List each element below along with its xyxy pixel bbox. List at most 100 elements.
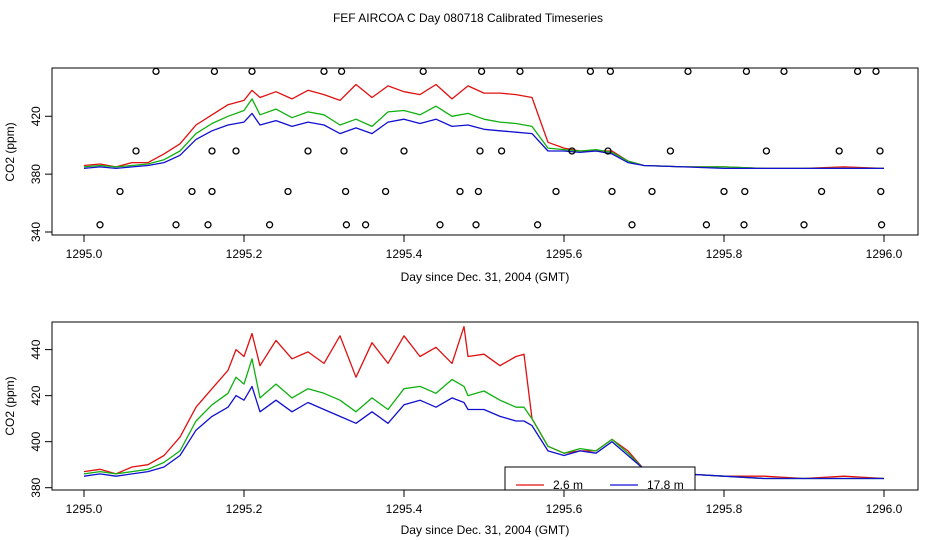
top-marker-point: [568, 147, 576, 155]
top-series-series_2_6m: [83, 83, 885, 170]
top-marker-point: [628, 221, 636, 229]
bottom-y-tick-label: 400: [29, 431, 43, 451]
top-marker-point: [876, 147, 884, 155]
top-marker-point: [96, 221, 104, 229]
bottom-y-axis: 380 400 420 440: [29, 339, 52, 498]
top-x-tick-label: 1295.0: [66, 247, 103, 261]
bottom-y-tick-label: 420: [29, 385, 43, 405]
top-marker-point: [477, 67, 486, 76]
top-x-tick-label: 1295.2: [226, 247, 263, 261]
top-marker-point: [210, 67, 219, 76]
top-marker-point: [132, 147, 140, 155]
top-y-tick-label: 340: [29, 222, 43, 242]
top-y-tick-label: 420: [29, 106, 43, 126]
bottom-x-tick-label: 1295.8: [706, 502, 743, 516]
top-marker-point: [516, 67, 524, 76]
bottom-x-tick-label: 1295.4: [386, 502, 423, 516]
top-marker-point: [208, 147, 216, 155]
legend-label-2-6m: 2.6 m: [553, 478, 583, 492]
top-marker-point: [533, 221, 542, 229]
top-marker-point: [877, 221, 886, 229]
top-y-tick-label: 380: [29, 164, 43, 184]
top-x-tick-label: 1296.0: [866, 247, 903, 261]
top-marker-point: [552, 187, 560, 196]
bottom-plot-frame: [51, 321, 919, 491]
top-marker-point: [320, 67, 328, 76]
top-x-axis: 1295.0 1295.2 1295.4 1295.6 1295.8 1296.0: [66, 235, 903, 261]
top-marker-point: [172, 221, 180, 229]
top-y-axis-label: CO2 (ppm): [3, 122, 17, 181]
bottom-series-series_2_6m: [83, 325, 885, 480]
top-marker-point: [361, 221, 370, 229]
top-y-axis: 340 380 420: [29, 106, 52, 242]
top-marker-point: [877, 187, 885, 196]
bottom-x-tick-label: 1295.6: [546, 502, 583, 516]
top-marker-point: [474, 187, 483, 196]
top-x-axis-label: Day since Dec. 31, 2004 (GMT): [401, 270, 570, 284]
legend-label-17-8m: 17.8 m: [647, 478, 684, 492]
top-marker-point: [341, 187, 350, 196]
top-marker-point: [456, 187, 464, 196]
bottom-series-lines: [83, 325, 885, 480]
top-marker-point: [741, 187, 749, 196]
top-marker-point: [436, 221, 444, 229]
top-panel: 1295.0 1295.2 1295.4 1295.6 1295.8 1296.0 340…: [3, 67, 919, 284]
top-x-tick-label: 1295.6: [546, 247, 583, 261]
bottom-x-tick-label: 1295.2: [226, 502, 263, 516]
top-markers: [96, 67, 886, 229]
top-marker-point: [740, 221, 748, 229]
bottom-y-axis-label: CO2 (ppm): [3, 376, 17, 435]
top-marker-point: [208, 187, 216, 196]
bottom-x-tick-label: 1295.0: [66, 502, 103, 516]
top-marker-point: [586, 67, 595, 76]
bottom-x-tick-label: 1296.0: [866, 502, 903, 516]
top-marker-point: [666, 147, 675, 155]
top-marker-point: [116, 187, 124, 196]
top-marker-point: [304, 147, 312, 155]
top-marker-point: [497, 147, 506, 155]
top-series-series_green: [83, 98, 884, 170]
top-marker-point: [340, 147, 348, 155]
top-marker-point: [606, 67, 615, 76]
top-marker-point: [188, 187, 196, 196]
top-marker-point: [762, 147, 771, 155]
top-x-tick-label: 1295.8: [706, 247, 743, 261]
top-marker-point: [720, 187, 728, 196]
top-series-lines: [83, 83, 885, 170]
top-marker-point: [472, 221, 480, 229]
top-marker-point: [232, 147, 240, 155]
top-marker-point: [476, 147, 484, 155]
top-marker-point: [284, 187, 292, 196]
top-marker-point: [152, 67, 160, 76]
bottom-series-series_green: [83, 358, 884, 480]
top-marker-point: [817, 187, 826, 196]
top-marker-point: [853, 67, 862, 76]
top-marker-point: [381, 187, 390, 196]
top-marker-point: [835, 147, 843, 155]
top-marker-point: [342, 221, 351, 229]
top-marker-point: [265, 221, 274, 229]
top-marker-point: [742, 67, 751, 76]
top-marker-point: [337, 67, 346, 76]
bottom-x-axis: 1295.0 1295.2 1295.4 1295.6 1295.8 1296.0: [66, 490, 903, 516]
top-x-tick-label: 1295.4: [386, 247, 423, 261]
bottom-panel: 1295.0 1295.2 1295.4 1295.6 1295.8 1296.0 380…: [3, 321, 919, 537]
top-series-series_17_8m: [83, 112, 884, 170]
bottom-series-series_17_8m: [83, 385, 884, 480]
top-marker-point: [400, 147, 408, 155]
figure-title: FEF AIRCOA C Day 080718 Calibrated Times…: [333, 11, 603, 25]
top-marker-point: [800, 221, 808, 229]
top-plot-frame: [51, 67, 919, 236]
top-marker-point: [872, 67, 880, 76]
top-marker-point: [419, 67, 427, 76]
legend: 2.6 m 17.8 m: [504, 466, 696, 492]
bottom-y-tick-label: 380: [29, 477, 43, 497]
top-marker-point: [702, 221, 711, 229]
top-marker-point: [248, 67, 256, 76]
bottom-y-tick-label: 440: [29, 339, 43, 359]
top-marker-point: [648, 187, 656, 196]
bottom-x-axis-label: Day since Dec. 31, 2004 (GMT): [401, 523, 570, 537]
top-marker-point: [608, 187, 616, 196]
top-marker-point: [780, 67, 788, 76]
